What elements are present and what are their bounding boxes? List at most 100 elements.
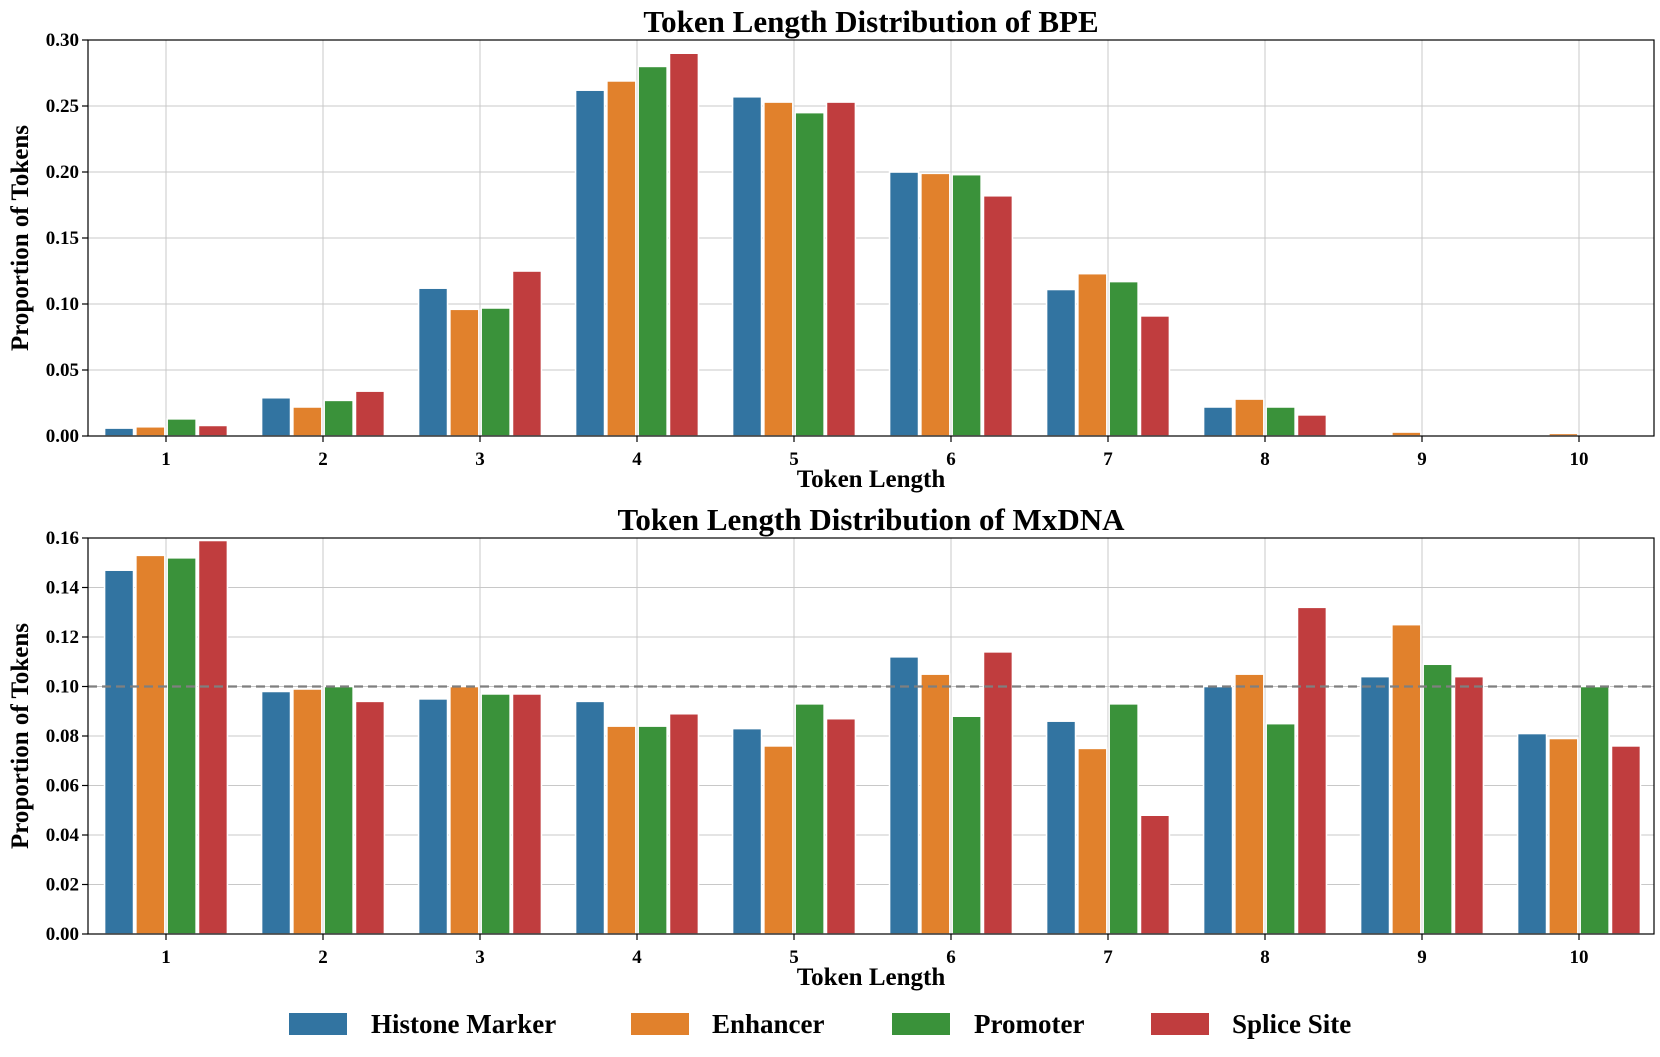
bpe-y-tick-label: 0.20: [46, 162, 79, 183]
bpe-bar-promoter-6: [951, 173, 982, 437]
mxdna-bar-histone-marker-10: [1516, 732, 1548, 935]
bpe-x-tick-label: 2: [318, 449, 328, 470]
mxdna-y-tick-label: 0.12: [46, 627, 79, 648]
mxdna-x-tick-label: 4: [632, 947, 642, 968]
bpe-bar-promoter-3: [480, 307, 511, 437]
bpe-x-tick-label: 8: [1260, 449, 1270, 470]
mxdna-y-tick-label: 0.02: [46, 875, 79, 896]
bpe-bar-splice-site-5: [825, 101, 857, 437]
mxdna-bar-promoter-7: [1108, 703, 1139, 935]
mxdna-bar-splice-site-2: [354, 700, 386, 935]
legend-item-histone-marker: Histone Marker: [289, 1009, 556, 1039]
mxdna-bar-promoter-4: [637, 725, 668, 935]
mxdna-bar-promoter-1: [166, 556, 197, 935]
legend-label: Enhancer: [712, 1009, 825, 1039]
mxdna-x-tick-label: 5: [789, 947, 799, 968]
bpe-x-tick-label: 4: [632, 449, 642, 470]
mxdna-bar-promoter-6: [951, 715, 982, 935]
legend-label: Promoter: [974, 1009, 1084, 1039]
bpe-bar-histone-marker-8: [1202, 406, 1234, 437]
mxdna-bar-splice-site-7: [1139, 814, 1171, 935]
mxdna-bar-histone-marker-8: [1202, 685, 1234, 935]
mxdna-bar-enhancer-3: [449, 685, 480, 935]
mxdna-x-tick-label: 2: [318, 947, 328, 968]
mxdna-bar-histone-marker-2: [260, 690, 292, 935]
bpe-x-tick-label: 5: [789, 449, 799, 470]
bpe-bar-histone-marker-7: [1045, 288, 1077, 437]
mxdna-x-tick-label: 9: [1417, 947, 1427, 968]
bpe-y-tick-label: 0.25: [46, 96, 79, 117]
mxdna-bar-histone-marker-9: [1359, 675, 1391, 935]
bpe-bar-enhancer-1: [135, 425, 166, 437]
bpe-y-tick-label: 0.30: [46, 30, 79, 51]
mxdna-bar-histone-marker-7: [1045, 720, 1077, 935]
bpe-bar-enhancer-6: [920, 172, 951, 437]
bpe-bars: [103, 52, 1642, 438]
legend-swatch: [1151, 1013, 1209, 1035]
mxdna-bar-histone-marker-3: [417, 698, 449, 935]
mxdna-x-tick-label: 3: [475, 947, 485, 968]
mxdna-y-tick-label: 0.06: [46, 776, 79, 797]
bpe-bar-enhancer-2: [292, 406, 323, 437]
bpe-bar-splice-site-8: [1296, 414, 1328, 437]
mxdna-bars: [103, 539, 1642, 935]
bpe-x-tick-label: 1: [161, 449, 171, 470]
mxdna-bar-histone-marker-4: [574, 700, 606, 935]
mxdna-bar-promoter-2: [323, 685, 354, 935]
mxdna-y-tick-label: 0.14: [46, 578, 80, 599]
bpe-y-tick-label: 0.00: [46, 426, 79, 447]
legend-swatch: [631, 1013, 689, 1035]
mxdna-bar-promoter-8: [1265, 722, 1296, 935]
bpe-bar-splice-site-2: [354, 390, 386, 437]
mxdna-x-tick-label: 8: [1260, 947, 1270, 968]
bpe-bar-splice-site-4: [668, 52, 700, 437]
mxdna-chart-panel: Token Length Distribution of MxDNA 1 2 3 4 5…: [7, 502, 1655, 991]
mxdna-chart-title: Token Length Distribution of MxDNA: [618, 502, 1126, 537]
bpe-bar-histone-marker-3: [417, 287, 449, 437]
bpe-chart-title: Token Length Distribution of BPE: [643, 4, 1098, 39]
bpe-y-axis-label: Proportion of Tokens: [7, 125, 34, 351]
legend-swatch: [289, 1013, 347, 1035]
bpe-bar-promoter-2: [323, 399, 354, 437]
bpe-bar-promoter-5: [794, 111, 825, 437]
mxdna-x-tick-label: 6: [946, 947, 956, 968]
bpe-x-tick-label: 10: [1570, 449, 1589, 470]
mxdna-x-tick-label: 7: [1103, 947, 1113, 968]
legend: Histone Marker Enhancer Promoter Splice …: [289, 1009, 1351, 1039]
mxdna-y-tick-label: 0.10: [46, 677, 79, 698]
bpe-bar-enhancer-3: [449, 308, 480, 437]
bpe-grid: [88, 39, 1654, 437]
mxdna-y-tick-label: 0.08: [46, 726, 79, 747]
bpe-bar-histone-marker-1: [103, 427, 135, 437]
mxdna-bar-splice-site-4: [668, 712, 700, 935]
mxdna-bar-promoter-9: [1422, 663, 1453, 935]
bpe-bar-histone-marker-5: [731, 95, 763, 437]
mxdna-bar-promoter-5: [794, 703, 825, 935]
bpe-bar-splice-site-3: [511, 270, 543, 437]
mxdna-bar-enhancer-5: [763, 745, 794, 935]
bpe-y-tick-label: 0.05: [46, 360, 79, 381]
bpe-bar-promoter-7: [1108, 280, 1139, 437]
bpe-x-axis-label: Token Length: [797, 466, 946, 493]
mxdna-y-tick-label: 0.16: [46, 528, 79, 549]
bpe-bar-enhancer-8: [1234, 398, 1265, 437]
mxdna-y-axis-label: Proportion of Tokens: [7, 623, 34, 849]
legend-label: Splice Site: [1232, 1009, 1351, 1039]
mxdna-bar-promoter-3: [480, 693, 511, 935]
mxdna-bar-splice-site-6: [982, 651, 1014, 935]
mxdna-bar-enhancer-7: [1077, 747, 1108, 935]
mxdna-bar-histone-marker-6: [888, 655, 920, 935]
bpe-x-tick-label: 9: [1417, 449, 1427, 470]
bpe-bar-splice-site-1: [197, 424, 229, 437]
bpe-bar-histone-marker-2: [260, 396, 292, 437]
bpe-x-tick-label: 7: [1103, 449, 1113, 470]
legend-item-splice-site: Splice Site: [1151, 1009, 1351, 1039]
bpe-bar-histone-marker-4: [574, 89, 606, 437]
mxdna-bar-histone-marker-5: [731, 727, 763, 935]
mxdna-bar-enhancer-4: [606, 725, 637, 935]
legend-item-enhancer: Enhancer: [631, 1009, 825, 1039]
legend-swatch: [892, 1013, 950, 1035]
mxdna-bar-splice-site-9: [1453, 675, 1485, 935]
mxdna-bar-histone-marker-1: [103, 569, 135, 935]
mxdna-bar-promoter-10: [1579, 685, 1610, 935]
